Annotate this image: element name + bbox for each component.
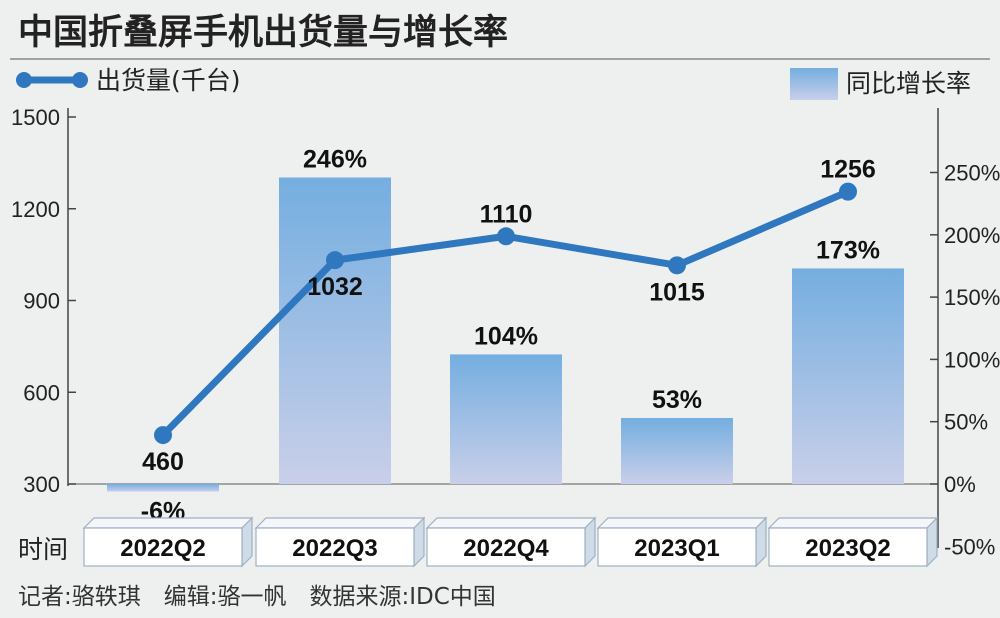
quarter-box-top: [767, 517, 939, 529]
line-labels: 460 1032 1110 1015 1256: [142, 156, 876, 476]
legend-line-label: 出货量(千台): [96, 66, 241, 95]
left-tick-label: 1500: [11, 105, 60, 130]
quarter-label: 2022Q3: [292, 535, 377, 562]
growth-bar-label: 104%: [474, 322, 538, 350]
quarter-box-front: [597, 527, 757, 567]
shipment-point: [668, 256, 686, 275]
left-tick-label: 600: [23, 380, 60, 405]
quarter-box-front: [426, 527, 586, 567]
quarter-box-front: [768, 527, 928, 567]
right-tick-label: 150%: [944, 285, 1000, 310]
shipment-point: [497, 227, 515, 246]
shipment-value-label: 1256: [820, 156, 876, 184]
quarter-box-top: [82, 517, 254, 529]
legend-bar-label: 同比增长率: [846, 69, 971, 98]
right-tick-label: 250%: [944, 161, 1000, 186]
footer-credits: 记者:骆轶琪 编辑:骆一帆 数据来源:IDC中国: [18, 584, 496, 610]
quarter-label: 2023Q2: [805, 535, 890, 562]
left-axis: 300 600 900 1200 1500: [11, 105, 76, 497]
quarter-box-top: [596, 517, 768, 529]
shipment-point: [326, 251, 344, 270]
left-tick-label: 1200: [11, 197, 60, 222]
right-tick-label: 100%: [944, 347, 1000, 372]
quarter-label-box: 2023Q2: [767, 516, 939, 568]
legend-line-marker-left: [16, 72, 32, 88]
legend-bar: 同比增长率: [790, 68, 971, 100]
growth-bar-label: 173%: [816, 236, 880, 264]
quarter-box-top: [254, 517, 426, 529]
line-series: [154, 182, 857, 445]
x-axis-title: 时间: [18, 535, 68, 564]
growth-bar: [107, 484, 219, 492]
right-tick-label: 200%: [944, 223, 1000, 248]
growth-bar: [621, 417, 733, 484]
chart-title: 中国折叠屏手机出货量与增长率: [18, 13, 508, 53]
legend-bar-swatch: [790, 68, 838, 100]
growth-bar: [450, 354, 562, 484]
left-tick-label: 900: [23, 289, 60, 314]
shipment-point: [154, 426, 172, 445]
right-tick-label: 50%: [944, 410, 988, 435]
legend-line-marker-right: [72, 72, 88, 88]
quarter-label-box: 2022Q4: [425, 516, 597, 568]
right-tick-label: 0%: [944, 472, 976, 497]
quarter-label-box: 2022Q3: [254, 516, 426, 568]
shipment-point: [839, 182, 857, 201]
quarter-label-box: 2022Q2: [82, 516, 254, 568]
shipment-value-label: 1032: [307, 273, 363, 301]
right-axis: -50% 0% 50% 100% 150% 200% 250%: [930, 108, 1000, 559]
quarter-label-box: 2023Q1: [596, 516, 768, 568]
growth-bar-label: 246%: [303, 145, 367, 173]
shipment-value-label: 1015: [649, 278, 705, 306]
growth-bar-label: 53%: [652, 386, 702, 414]
right-tick-label: -50%: [944, 534, 995, 559]
bars: [107, 177, 904, 492]
left-tick-label: 300: [23, 472, 60, 497]
quarter-label: 2023Q1: [634, 535, 719, 562]
shipment-value-label: 1110: [480, 200, 533, 228]
quarter-box-front: [83, 527, 243, 567]
legend-line: 出货量(千台): [16, 66, 241, 95]
growth-bar: [279, 177, 391, 484]
quarter-labels: 2022Q2 2022Q3 2022Q4 2023Q1 2023Q2: [82, 516, 939, 568]
quarter-label: 2022Q2: [120, 535, 205, 562]
quarter-box-top: [425, 517, 597, 529]
quarter-box-front: [255, 527, 415, 567]
shipment-value-label: 460: [142, 448, 184, 476]
growth-bar: [792, 268, 904, 484]
quarter-label: 2022Q4: [463, 535, 549, 562]
